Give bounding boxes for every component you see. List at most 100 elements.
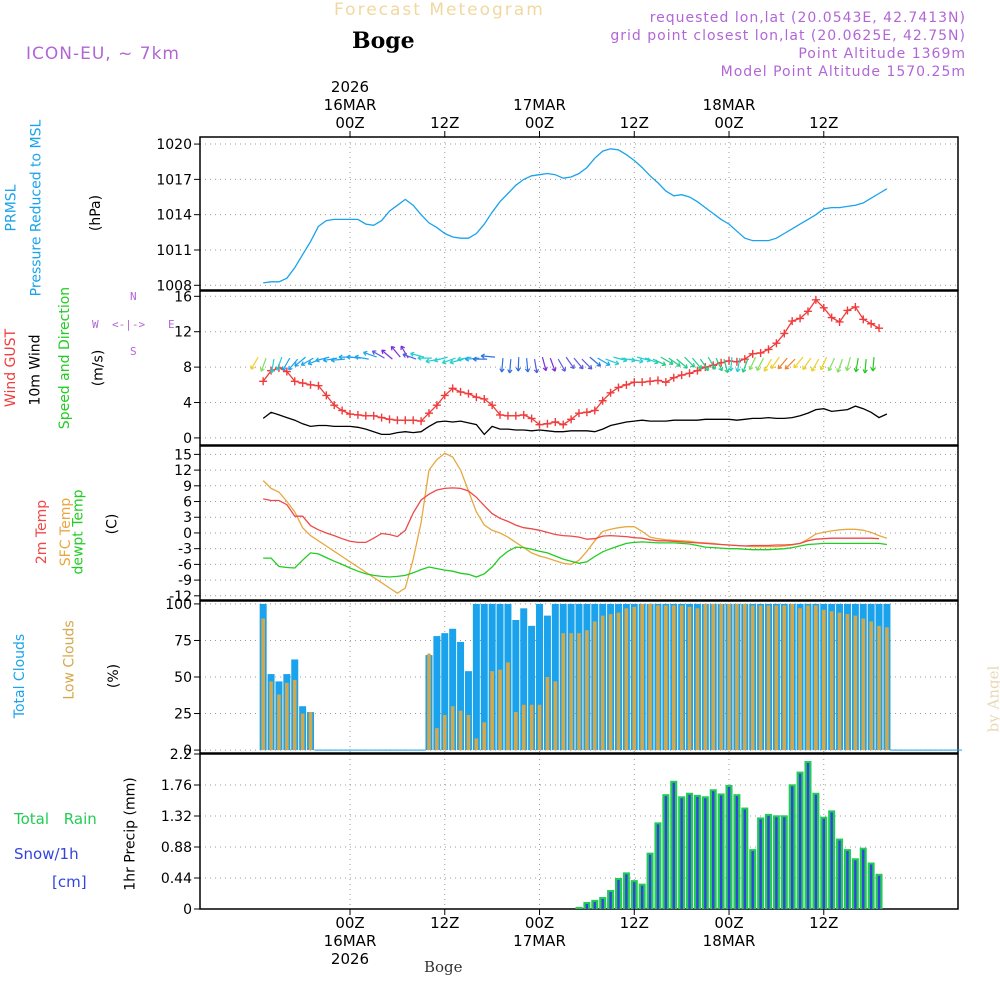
wind-direction-arrow bbox=[565, 356, 575, 370]
pressure-ytick-label: 1011 bbox=[156, 243, 192, 259]
model-label: ICON-EU, ~ 7km bbox=[26, 44, 180, 64]
wind-direction-arrow bbox=[573, 357, 584, 370]
wind-direction-arrow bbox=[723, 358, 730, 374]
wind-direction-arrow bbox=[756, 357, 765, 371]
snow-bar bbox=[601, 899, 604, 909]
total-cloud-bar bbox=[536, 603, 544, 751]
snow-bar bbox=[696, 796, 699, 909]
low-cloud-bar bbox=[766, 605, 771, 751]
requested-lonlat: requested lon,lat (20.0543E, 42.7413N) bbox=[649, 10, 966, 26]
wind-gust-marker bbox=[282, 367, 291, 376]
wind-direction-arrow bbox=[597, 357, 611, 366]
low-cloud-bar bbox=[450, 706, 455, 751]
wind-gust-marker bbox=[543, 419, 552, 428]
model-point-altitude: Model Point Altitude 1570.25m bbox=[720, 64, 966, 80]
snow-bar bbox=[877, 875, 881, 909]
wind-direction-arrow bbox=[402, 352, 417, 360]
wind-direction-arrow bbox=[371, 350, 385, 359]
wind-gust-marker bbox=[567, 415, 576, 424]
precip-ytick-label: 0.44 bbox=[161, 871, 192, 887]
total-cloud-bar bbox=[449, 628, 457, 751]
pressure-panel: 1008 1011 1014 1017 1020 bbox=[156, 136, 959, 294]
wind-direction-arrow bbox=[507, 359, 513, 374]
point-altitude: Point Altitude 1369m bbox=[798, 46, 966, 62]
low-cloud-bar bbox=[466, 715, 471, 751]
precip-ytick-label: 0.88 bbox=[161, 840, 192, 856]
wind-gust-marker bbox=[480, 394, 489, 403]
wind-direction-arrow bbox=[410, 351, 425, 358]
wind-direction-arrow bbox=[763, 358, 772, 372]
wind-gust-marker bbox=[748, 349, 757, 358]
low-cloud-bar bbox=[829, 611, 834, 751]
snow-bar bbox=[712, 791, 715, 909]
wind-direction-arrow bbox=[870, 357, 876, 372]
low-cloud-bar bbox=[727, 603, 731, 751]
temperature-ytick-label: 12 bbox=[174, 463, 192, 479]
wind-gust-marker bbox=[424, 409, 433, 418]
clouds-ytick-label: 100 bbox=[165, 597, 192, 613]
bottom-time-label: 18MAR bbox=[703, 932, 756, 950]
low-cloud-bar bbox=[261, 618, 265, 751]
wind-gust-marker bbox=[598, 396, 607, 405]
wind-frame bbox=[199, 290, 959, 446]
snow-bar bbox=[617, 880, 620, 909]
low-cloud-bar bbox=[529, 704, 534, 751]
low-cloud-bar bbox=[656, 605, 660, 751]
wind-direction-arrow bbox=[281, 357, 291, 371]
wind-direction-arrow bbox=[819, 356, 828, 371]
wind-gust-marker bbox=[377, 413, 386, 422]
wind-gust-marker bbox=[590, 406, 599, 415]
wind-gust-marker bbox=[614, 383, 623, 392]
wind-gust-marker bbox=[401, 416, 410, 425]
pressure-frame bbox=[199, 136, 959, 291]
low-cloud-bar bbox=[790, 603, 794, 751]
temperature-ytick-label: 9 bbox=[183, 479, 192, 495]
clouds-ytick-label: 0 bbox=[183, 743, 192, 759]
temperature-frame bbox=[199, 445, 959, 601]
snow-bar bbox=[838, 840, 841, 909]
low-cloud-bar bbox=[695, 608, 700, 751]
bottom-time-label: 12Z bbox=[809, 914, 838, 932]
wind-gust-marker bbox=[306, 380, 315, 389]
wind-direction-arrow bbox=[748, 356, 757, 371]
wind-gust-marker bbox=[653, 376, 662, 385]
wind-direction-arrow bbox=[844, 356, 851, 372]
wind-direction-arrow bbox=[811, 358, 820, 372]
wind-direction-arrow bbox=[433, 356, 448, 363]
low-cloud-bar bbox=[285, 682, 289, 751]
low-cloud-bar bbox=[877, 625, 881, 751]
wind-direction-arrow bbox=[793, 356, 804, 369]
low-cloud-bar bbox=[624, 608, 629, 751]
wind-gust-marker bbox=[472, 393, 481, 402]
wind-speed-line bbox=[262, 405, 888, 436]
wind-gust-marker bbox=[780, 329, 789, 338]
wind-gust-marker bbox=[575, 409, 583, 418]
low-cloud-bar bbox=[711, 603, 716, 751]
snow-bar bbox=[814, 794, 818, 909]
low-cloud-bar bbox=[758, 605, 763, 751]
wind-direction-arrow bbox=[741, 358, 749, 373]
total-cloud-bar bbox=[528, 625, 536, 751]
wind-direction-arrow bbox=[524, 358, 531, 373]
wind-direction-arrow bbox=[541, 356, 548, 372]
clouds-ytick-label: 50 bbox=[174, 670, 192, 686]
wind-direction-arrow bbox=[250, 356, 259, 370]
low-cloud-bar bbox=[664, 605, 668, 751]
compass-s: S bbox=[130, 345, 137, 358]
low-cloud-bar bbox=[861, 618, 866, 751]
compass-e: E bbox=[168, 318, 175, 331]
snow-bar bbox=[672, 782, 675, 909]
total-cloud-bar bbox=[472, 603, 480, 751]
location-title: Boge bbox=[352, 28, 415, 54]
snow-bar bbox=[704, 798, 707, 909]
top-time-label: 2026 bbox=[331, 78, 369, 96]
wind-direction-arrow bbox=[322, 357, 338, 363]
temperature-ytick-label: 15 bbox=[174, 447, 192, 463]
wind-direction-arrow bbox=[472, 356, 488, 362]
wind-gust-marker bbox=[661, 378, 670, 387]
top-time-label: 12Z bbox=[809, 114, 838, 132]
wind-gust-marker bbox=[511, 411, 520, 420]
low-cloud-bar bbox=[845, 614, 850, 751]
wind-direction-arrow bbox=[354, 354, 369, 360]
